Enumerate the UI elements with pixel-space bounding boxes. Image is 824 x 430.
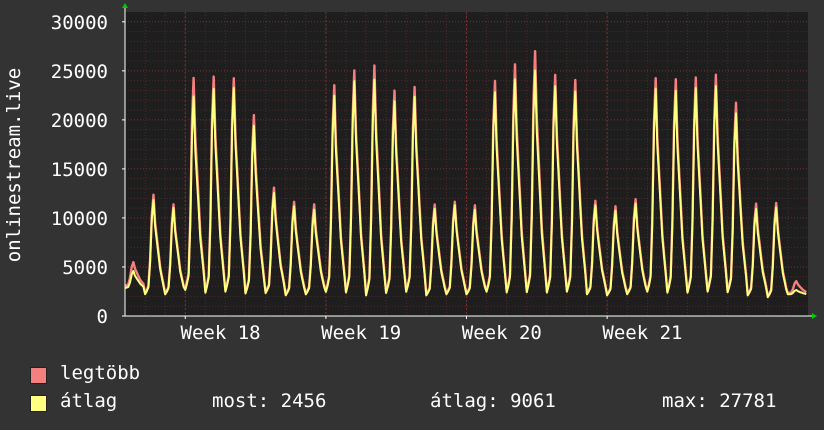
- gridlines: [125, 12, 808, 316]
- x-tick-label: Week 20: [462, 322, 542, 344]
- legend-label-avg: átlag: [60, 390, 118, 412]
- x-tick-label: Week 18: [181, 322, 261, 344]
- y-axis-arrow: [122, 3, 128, 8]
- x-tick-label: Week 21: [602, 322, 682, 344]
- x-axis-arrow: [812, 313, 817, 319]
- x-axis-ticks: Week 18 Week 19 Week 20 Week 21: [181, 316, 682, 344]
- series-line-atlag: [124, 69, 807, 299]
- y-tick-label: 25000: [51, 61, 108, 83]
- stat-now: most: 2456: [212, 390, 327, 412]
- y-tick-label: 30000: [51, 12, 108, 34]
- x-tick-label: Week 19: [321, 322, 401, 344]
- y-tick-label: 10000: [51, 208, 108, 230]
- y-axis-label: onlinestream.live: [3, 68, 25, 262]
- legend-label-max: legtöbb: [60, 362, 141, 384]
- series-layer: [124, 50, 807, 299]
- stat-max: max: 27781: [662, 390, 777, 412]
- y-tick-label: 0: [97, 306, 108, 328]
- y-tick-label: 20000: [51, 110, 108, 132]
- y-axis-ticks: 0 5000 10000 15000 20000 25000 30000: [51, 12, 125, 328]
- axes: [122, 3, 817, 319]
- stat-avg: átlag: 9061: [430, 390, 556, 412]
- legend-swatch-max: [30, 367, 47, 384]
- legend-swatch-avg: [30, 395, 47, 412]
- y-tick-label: 5000: [62, 257, 108, 279]
- y-tick-label: 15000: [51, 159, 108, 181]
